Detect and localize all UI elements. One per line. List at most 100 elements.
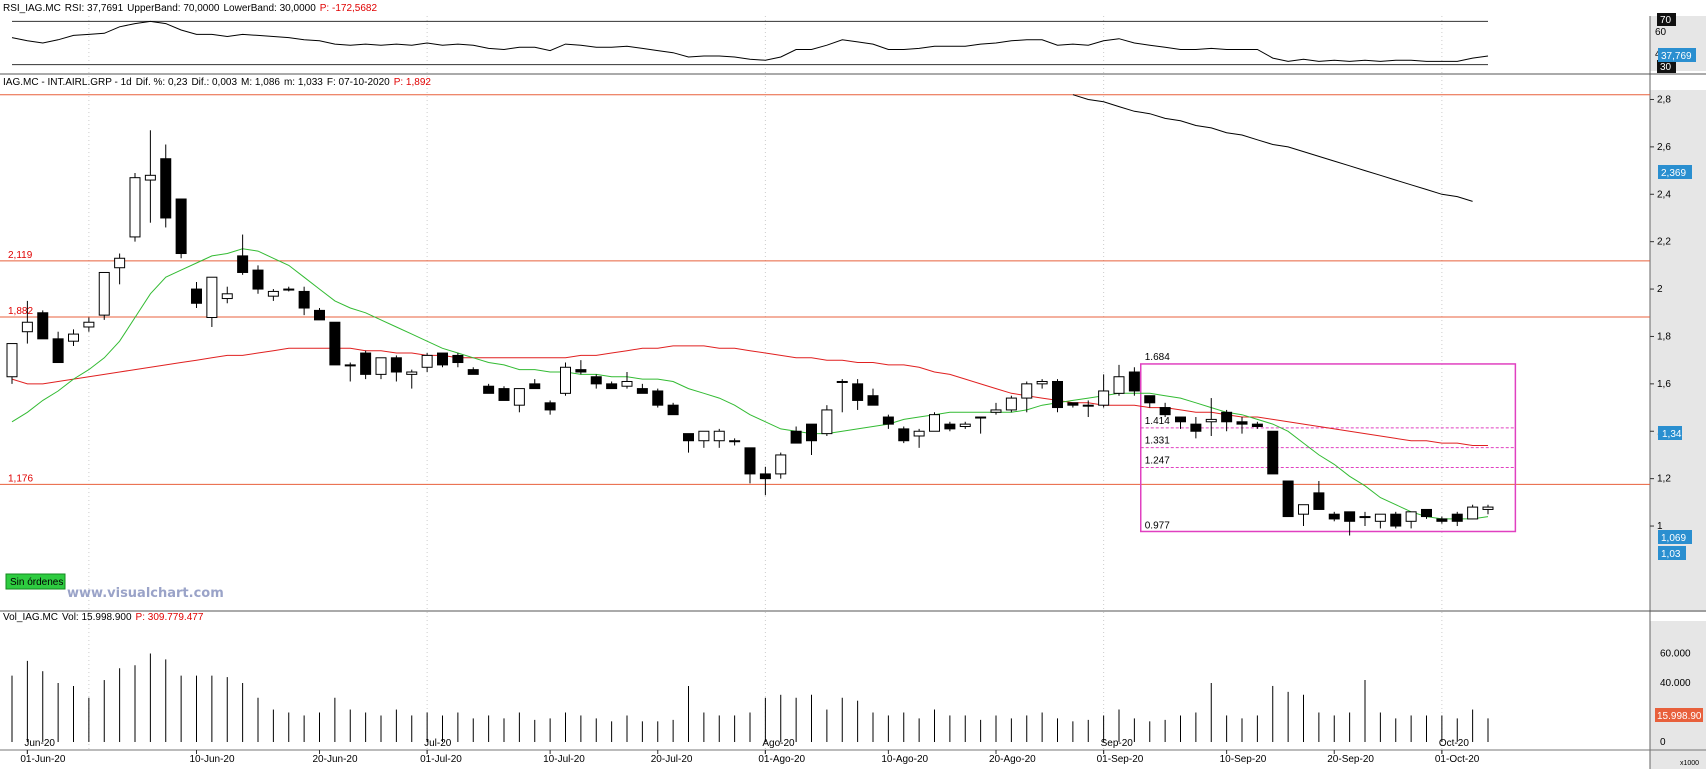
candle-body [929,414,940,432]
fib-high-label: 1.684 [1145,352,1170,363]
rsi-panel [11,20,1489,66]
candle-body [1298,504,1309,515]
candle-body [1451,513,1463,522]
candle-body [990,409,1002,413]
moving-average-short [11,248,1489,520]
orders-button[interactable]: Sin órdenes [5,573,66,590]
price-tick-label: 1 [1657,521,1663,532]
candle [1482,504,1494,515]
candle-body [283,288,295,291]
candle [1328,511,1340,522]
candle-body [759,473,771,480]
candle-body [68,333,79,342]
candle-body [452,354,464,364]
candle-body [513,388,525,406]
candle-body [360,352,372,375]
x-tick-label: 01-Oct-20 [1435,754,1480,765]
candle [1344,511,1356,536]
svg-text:2,369: 2,369 [1661,168,1686,179]
moving-average-long [1072,94,1473,202]
candle [483,383,495,394]
candle-body [1175,416,1186,423]
candle [360,350,372,380]
candle-body [314,309,325,321]
horizontal-line-label: 1,882 [8,306,33,317]
candle [21,300,33,344]
candle [667,402,679,416]
horizontal-line-label: 2,119 [8,250,33,261]
candle [1067,402,1079,408]
candle-body [298,290,310,309]
candle [898,426,910,444]
right-axis-volume [1650,621,1706,769]
mid-ma-badge: 1,34 [1658,426,1682,440]
rsi-header: RSI_IAG.MC RSI: 37,7691 UpperBand: 70,0000… [3,3,377,14]
fib-level-label: 1.331 [1145,436,1170,447]
candle-body [729,440,741,443]
long-ma-badge: 2,369 [1658,165,1692,179]
candle-body [1436,518,1448,522]
volume-header: Vol_IAG.MC Vol: 15.998.900 P: 309.779.477 [3,612,204,623]
candle-body [237,255,249,273]
x-tick-label: 10-Ago-20 [881,754,928,765]
candle [1298,504,1309,527]
candle-body [175,198,187,255]
candle [867,388,879,406]
candle-body [652,390,664,406]
candle [1436,516,1448,524]
candle [683,433,694,453]
candle [1405,511,1417,529]
svg-text:15.998.90: 15.998.90 [1657,711,1702,722]
candle [959,421,971,429]
rsi-upper-badge: 70 [1657,13,1676,26]
candle-body [1251,423,1263,428]
candle-body [821,409,833,435]
candle-body [437,352,448,366]
x-tick-label: Jun-20 [24,738,55,749]
candle [283,286,295,292]
candle-body [467,369,479,375]
candle-body [406,371,418,375]
x-tick-label: 01-Sep-20 [1097,754,1144,765]
candle-body [1374,513,1386,522]
candle-body [6,343,18,378]
candle [1451,511,1463,527]
candle [1144,395,1156,408]
candle [114,253,126,285]
candle-body [375,357,387,375]
horizontal-line-label: 1,176 [8,473,33,484]
volume-scale-note: x1000 [1680,760,1699,767]
watermark: www.visualchart.com [67,586,224,601]
candle [206,276,218,327]
candle-body [1036,380,1048,385]
candle [882,414,894,429]
candle [652,388,664,408]
candle [375,357,387,380]
volume-panel [11,653,1489,742]
candle-body [144,174,156,181]
x-tick-label: Ago-20 [762,738,795,749]
candle-body [667,404,679,416]
candle [560,362,571,396]
candle-body [882,416,894,425]
candle-body [1482,506,1494,510]
candle-body [544,402,556,411]
candle-body [806,423,817,442]
candle [1190,417,1202,439]
candle [1128,367,1140,396]
candle [852,379,864,410]
candle-body [1067,402,1079,406]
x-tick-label: 01-Jul-20 [420,754,462,765]
price-tick-label: 2,6 [1657,142,1671,153]
candle [129,172,141,242]
candle [144,130,156,223]
candle-body [1190,423,1202,432]
candle [314,308,325,321]
candle-body [267,290,279,297]
candle-body [1221,411,1233,423]
candle [1175,416,1186,429]
volume-value-badge: 15.998.90 [1655,708,1703,722]
candle [1221,409,1233,432]
candle [175,198,187,259]
candle [406,369,418,389]
